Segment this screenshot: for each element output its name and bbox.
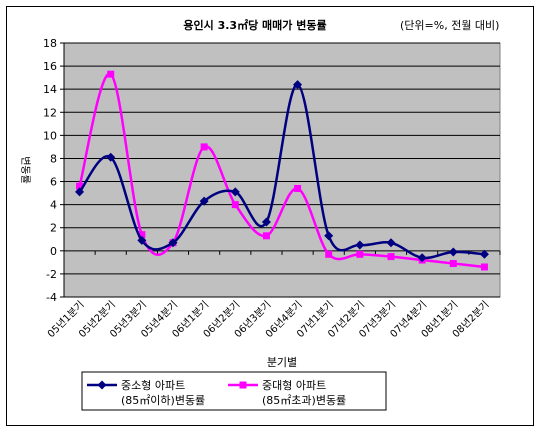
y-tick-label: 6 — [50, 176, 57, 189]
data-point-small — [417, 253, 427, 263]
legend-marker-small — [97, 380, 107, 390]
data-point-small — [75, 187, 85, 197]
legend-label-small-1: 중소형 아파트 — [121, 379, 185, 392]
y-tick-label: -2 — [46, 268, 57, 281]
y-tick-label: 16 — [43, 60, 57, 73]
chart-title: 용인시 3.3㎡당 매매가 변동률 — [183, 18, 326, 32]
legend-box — [81, 371, 387, 411]
data-point-small — [448, 247, 458, 257]
data-point-small — [168, 238, 178, 248]
x-axis-label: 분기별 — [267, 356, 297, 369]
data-point-small — [230, 187, 240, 197]
y-tick-label: 0 — [50, 245, 57, 258]
y-tick-label: 8 — [50, 152, 57, 165]
legend-label-large-1: 중대형 아파트 — [262, 379, 326, 392]
y-tick-label: 10 — [43, 129, 57, 142]
data-point-large — [262, 232, 270, 240]
data-point-large — [356, 250, 364, 258]
y-tick-label: 12 — [43, 106, 57, 119]
data-point-small — [324, 231, 334, 241]
data-point-large — [449, 260, 457, 268]
data-point-small — [386, 238, 396, 248]
data-point-small — [479, 249, 489, 259]
y-tick-label: 14 — [43, 83, 57, 96]
series-layer — [75, 70, 489, 271]
y-tick-label: 2 — [50, 222, 57, 235]
data-point-large — [480, 263, 488, 271]
data-point-small — [261, 217, 271, 227]
y-tick-label: 4 — [50, 199, 57, 212]
data-point-large — [294, 184, 302, 192]
legend: 중소형 아파트 (85㎡이하)변동률 중대형 아파트 (85㎡초과)변동률 — [81, 371, 387, 411]
data-point-small — [355, 240, 365, 250]
data-point-small — [199, 196, 209, 206]
legend-label-large-2: (85㎡초과)변동률 — [262, 394, 346, 407]
data-point-small — [137, 235, 147, 245]
data-point-large — [200, 143, 208, 151]
legend-marker-large — [239, 381, 247, 389]
data-point-large — [325, 250, 333, 258]
series-line-small — [78, 83, 485, 260]
data-point-small — [293, 80, 303, 90]
data-point-large — [107, 70, 115, 78]
unit-note: (단위=%, 전월 대비) — [400, 19, 499, 32]
data-point-large — [387, 253, 395, 261]
legend-label-small-2: (85㎡이하)변동률 — [121, 393, 205, 407]
y-axis-label: 변동률 — [19, 156, 31, 184]
y-tick-label: -4 — [46, 291, 57, 304]
y-axis-ticks: 18 16 14 12 10 8 6 4 2 0 -2 -4 — [43, 37, 65, 304]
data-point-small — [106, 152, 116, 162]
data-point-large — [231, 201, 239, 209]
y-tick-label: 18 — [43, 37, 57, 50]
